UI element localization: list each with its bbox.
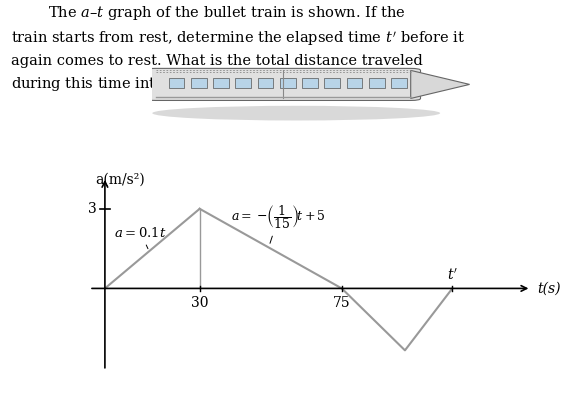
Text: a(m/s²): a(m/s²)	[95, 173, 145, 187]
Bar	[235, 78, 251, 88]
Bar	[324, 78, 340, 88]
Bar	[169, 78, 184, 88]
Bar	[258, 78, 274, 88]
Bar	[213, 78, 229, 88]
Text: 3: 3	[88, 202, 97, 216]
Text: 75: 75	[333, 296, 351, 310]
Text: $a = 0.1t$: $a = 0.1t$	[114, 226, 167, 249]
FancyBboxPatch shape	[146, 68, 421, 101]
Bar	[391, 78, 407, 88]
Ellipse shape	[152, 106, 440, 121]
Bar	[280, 78, 296, 88]
Text: $a = -\!\left(\dfrac{1}{15}\right)\!t + 5$: $a = -\!\left(\dfrac{1}{15}\right)\!t + …	[231, 203, 326, 243]
Bar	[347, 78, 362, 88]
Text: $t'$: $t'$	[447, 268, 458, 283]
Text: The $a$–$t$ graph of the bullet train is shown. If the
train starts from rest, d: The $a$–$t$ graph of the bullet train is…	[11, 4, 465, 93]
Polygon shape	[411, 70, 470, 98]
Bar	[191, 78, 206, 88]
Bar	[369, 78, 385, 88]
Text: 30: 30	[191, 296, 209, 310]
Text: t(s): t(s)	[537, 281, 561, 296]
Bar	[302, 78, 318, 88]
